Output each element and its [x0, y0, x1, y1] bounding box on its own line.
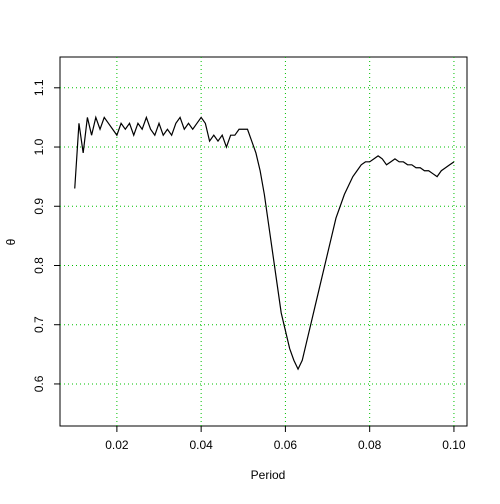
y-tick-label: 0.8 [32, 257, 46, 274]
x-tick-label: 0.04 [189, 438, 213, 452]
x-axis-label: Period [251, 468, 286, 482]
data-line [74, 115, 455, 371]
y-axis-label: θ [4, 238, 18, 245]
y-tick-label: 0.6 [32, 375, 46, 392]
x-tick-label: 0.08 [358, 438, 382, 452]
plot-frame [59, 56, 468, 427]
y-tick-label: 1.0 [32, 138, 46, 155]
y-tick-label: 1.1 [32, 79, 46, 96]
x-tick-label: 0.10 [442, 438, 466, 452]
y-tick-label: 0.7 [32, 316, 46, 333]
x-tick-label: 0.06 [274, 438, 298, 452]
x-tick-label: 0.02 [105, 438, 129, 452]
y-tick-label: 0.9 [32, 198, 46, 215]
